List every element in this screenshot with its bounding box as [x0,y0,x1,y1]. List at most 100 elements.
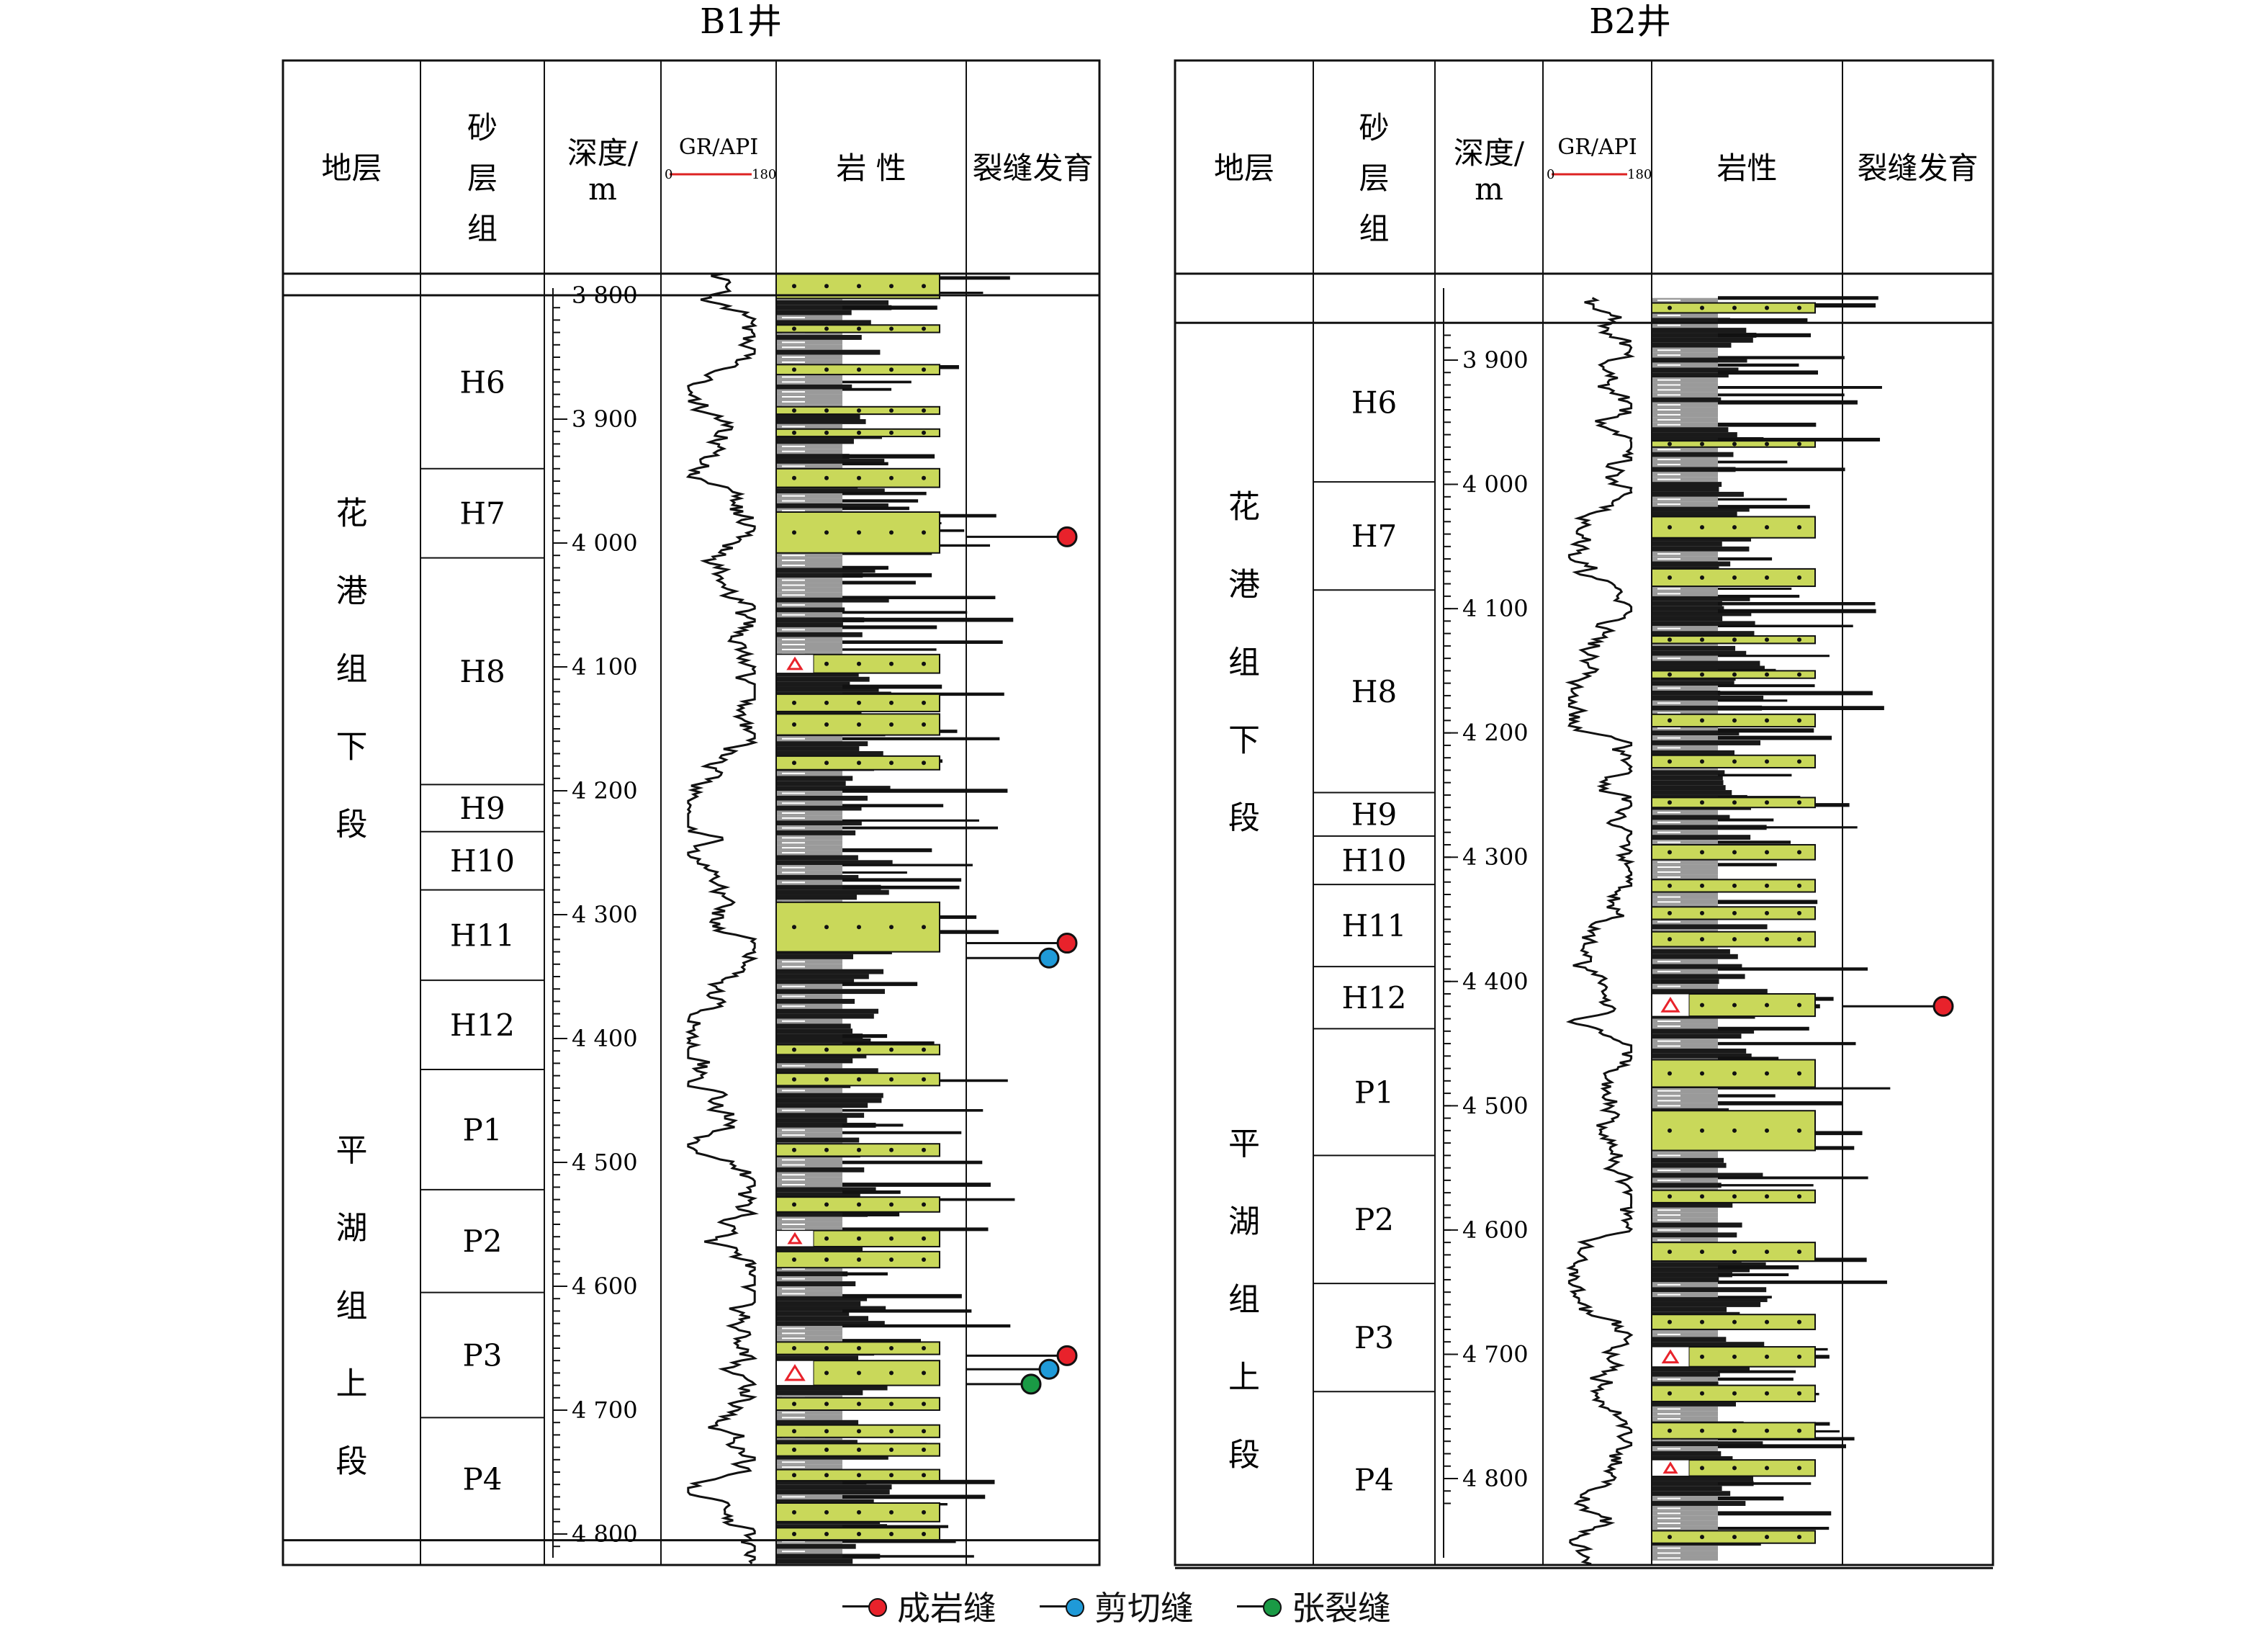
shale-layer [776,1479,867,1485]
shale-layer [776,1137,860,1143]
formation-label-char: 花 [1228,488,1260,525]
legend-label: 剪切缝 [1094,1589,1194,1628]
mudstone-layer [1652,899,1718,905]
well-b1-title: B1井 [700,1,782,42]
sand-dot [1668,850,1672,855]
sand-dot [1700,759,1704,764]
sand-dot [792,1346,796,1350]
shale-layer [776,335,862,340]
sand-dot [889,700,894,705]
mudstone-layer [776,865,842,871]
shale-layer [776,820,862,826]
shale-layer [776,1113,865,1118]
shale-layer [1652,775,1723,781]
mudstone-layer [1652,462,1718,467]
sand-dot [792,284,796,289]
mudstone-layer [1652,1023,1718,1029]
sand-dot [1700,1466,1704,1471]
sand-dot [889,326,894,331]
shale-layer [776,969,884,974]
mudstone-layer [1652,472,1718,477]
sand-group-label: H8 [459,654,505,689]
shale-layer [776,1454,888,1460]
shale-layer [776,1053,867,1059]
sand-dot [1732,1128,1737,1133]
shale-layer [1652,1441,1763,1447]
sand-dot [1797,937,1801,942]
mudstone-layer [776,423,842,429]
sand-dot [857,1473,861,1478]
mudstone-layer [1652,1044,1718,1049]
sand-dot [1765,1128,1769,1133]
mudstone-layer [776,627,842,632]
shale-layer [776,686,879,692]
mudstone-layer [1652,820,1718,825]
sand-dot [1700,575,1704,580]
mudstone-layer [776,552,842,558]
shale-layer [1652,397,1722,403]
mudstone-layer [1652,412,1718,418]
header-formation: 地层 [321,151,382,186]
formation-label-char: 下 [336,729,368,766]
depth-tick-label: 4 700 [1462,1340,1529,1368]
legend-item-diagenetic: 成岩缝 [842,1582,996,1630]
depth-tick-label: 4 300 [1462,843,1529,871]
sand-dot [824,1429,829,1434]
sand-dot [857,1202,861,1207]
sand-dot [857,367,861,372]
mudstone-layer [776,444,842,449]
sand-dot [1700,525,1704,530]
mudstone-layer [776,800,842,806]
header-lithology: 岩 性 [836,151,906,186]
sand-dot [1732,910,1737,915]
sand-dot [1700,672,1704,677]
sand-dot [792,367,796,372]
sand-dot [792,1202,796,1207]
mudstone-layer [776,359,842,365]
mudstone-layer [776,994,842,999]
mudstone-layer [776,1464,842,1470]
shale-layer [776,1013,874,1019]
sand-dot [792,430,796,435]
shale-layer [776,414,860,419]
shale-layer [1652,1342,1765,1347]
sand-dot [922,1236,926,1241]
sand-dot [1732,759,1737,764]
shale-layer [776,795,868,801]
sand-dot [824,925,829,930]
shale-layer [1652,1301,1761,1307]
shale-layer [1652,1297,1768,1302]
sand-dot [889,408,894,413]
sand-dot [1797,441,1801,447]
depth-tick-label: 4 700 [572,1396,638,1424]
sand-dot [1668,525,1672,530]
sand-dot [824,367,829,372]
sand-dot [1668,800,1672,805]
shale-layer [776,439,854,444]
shale-layer [1652,1481,1754,1486]
mudstone-layer [1652,1446,1718,1452]
shale-layer [776,1093,883,1098]
shale-layer [1652,427,1729,433]
sand-dot [1668,1071,1672,1076]
sand-group-label: H10 [1341,843,1406,879]
sand-dot [1700,883,1704,888]
sand-dot [857,475,861,480]
depth-tick-label: 4 000 [1462,471,1529,498]
sand-dot [792,1047,796,1052]
shale-layer [1652,681,1734,686]
shale-layer [1652,1048,1747,1054]
mudstone-layer [1652,830,1718,835]
mudstone-layer [776,1291,842,1296]
sand-dot [1668,718,1672,723]
mudstone-layer [1652,1103,1718,1108]
mudstone-layer [776,736,842,742]
mudstone-layer [776,578,842,583]
mudstone-layer [1652,1376,1718,1382]
mudstone-layer [776,1177,842,1183]
shale-layer [776,681,850,687]
mudstone-layer [776,637,842,642]
shale-layer [1652,989,1768,995]
mudstone-layer [776,1266,842,1272]
shale-layer [776,310,852,315]
